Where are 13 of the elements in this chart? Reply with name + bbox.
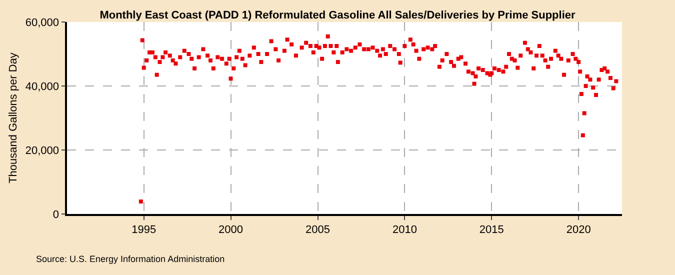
x-tick-label: 2015 <box>479 224 504 236</box>
y-tick-label: 60,000 <box>25 16 60 29</box>
x-tick-label: 2010 <box>392 224 417 236</box>
x-tick-label: 2020 <box>566 224 591 236</box>
y-tick-label: 40,000 <box>25 80 60 93</box>
y-tick-label: 20,000 <box>25 144 60 157</box>
y-axis-title: Thousand Gallons per Day <box>8 52 20 184</box>
y-tick-label: 0 <box>52 208 60 221</box>
x-tick-label: 1995 <box>132 224 156 236</box>
x-tick-label: 2005 <box>306 224 330 236</box>
x-tick-label: 2000 <box>218 224 244 236</box>
source-note: Source: U.S. Energy Information Administration <box>36 254 225 264</box>
chart-title: Monthly East Coast (PADD 1) Reformulated Gasoline All Sales/Deliveries by Prime Supplier <box>100 10 576 22</box>
